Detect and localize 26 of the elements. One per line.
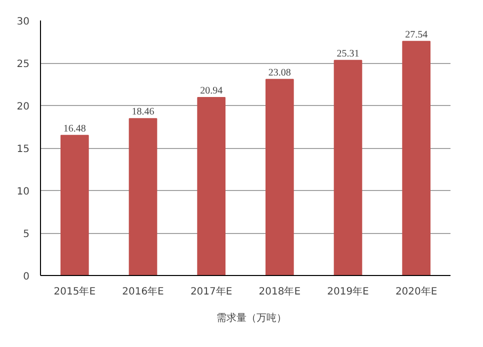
data-label: 16.48: [63, 123, 86, 134]
y-tick-label: 5: [23, 229, 30, 240]
y-tick-label: 30: [16, 16, 30, 28]
data-label: 18.46: [132, 106, 154, 118]
y-tick-label: 10: [16, 186, 30, 198]
bar: [334, 60, 362, 276]
text: 需求量（万吨）: [216, 312, 286, 325]
data-label: 23.08: [268, 67, 291, 78]
x-tick-label: 2018年E: [258, 286, 301, 298]
bar: [266, 78, 294, 276]
bar: [128, 118, 158, 276]
x-tick-label: 2020年E: [395, 286, 438, 298]
x-tick-label: 2017年E: [190, 286, 232, 298]
x-tick-label: 2016年E: [122, 286, 164, 298]
data-label: 20.94: [200, 86, 223, 97]
y-tick-label: 0: [23, 272, 30, 282]
data-label: 25.31: [336, 48, 360, 60]
data-label: 27.54: [405, 29, 428, 40]
x-tick-label: 2015年E: [54, 286, 96, 298]
y-tick-label: 15: [16, 144, 30, 155]
bar: [402, 40, 430, 276]
y-tick-label: 25: [16, 59, 30, 70]
y-tick-label: 20: [16, 102, 30, 112]
x-tick-label: 2019年E: [327, 286, 369, 298]
bar: [197, 97, 226, 276]
bar: [60, 134, 89, 276]
